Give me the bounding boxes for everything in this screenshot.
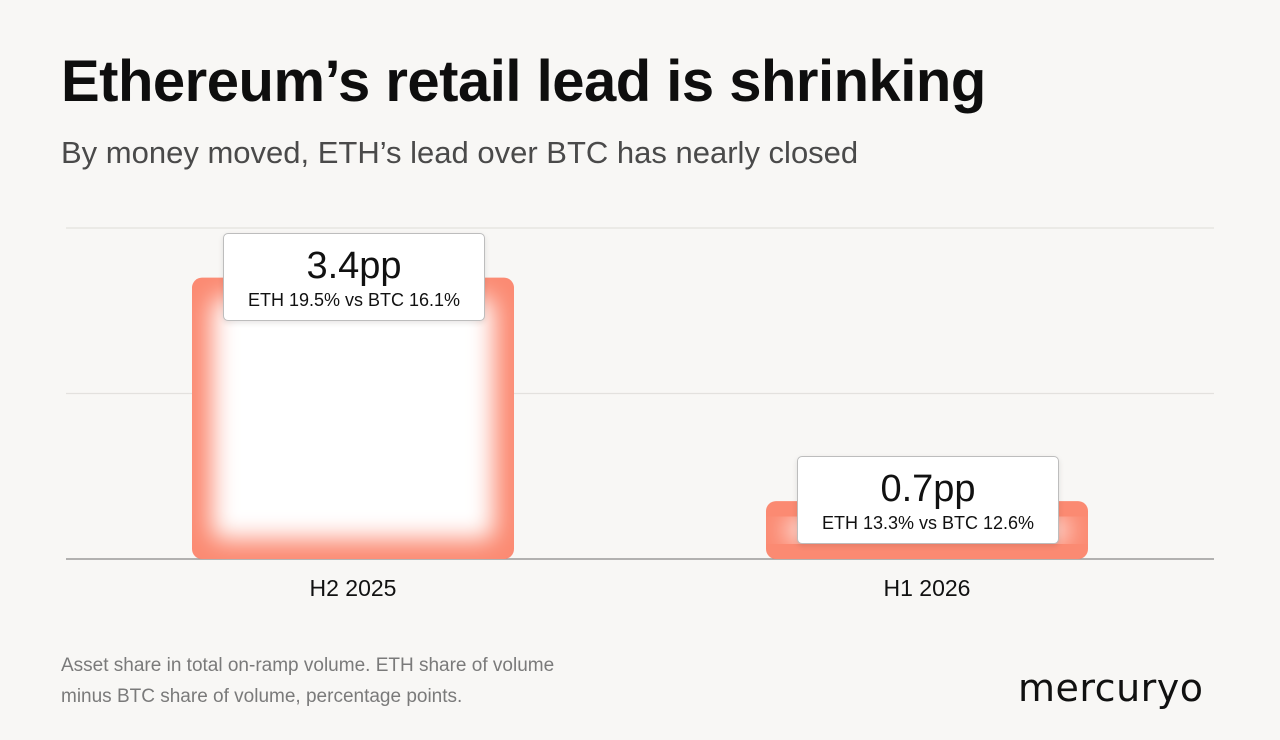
mercuryo-logo: mercuryo [1018, 666, 1204, 710]
data-label-value: 3.4pp [306, 244, 402, 287]
x-tick-label: H1 2026 [883, 575, 971, 601]
footnote: Asset share in total on-ramp volume. ETH… [61, 650, 554, 712]
x-tick-label: H2 2025 [309, 575, 397, 601]
bar-h2-2025 [192, 277, 514, 559]
data-label-detail: ETH 19.5% vs BTC 16.1% [247, 289, 461, 310]
chart-title: Ethereum’s retail lead is shrinking [61, 49, 986, 114]
data-label-1: 3.4pp ETH 19.5% vs BTC 16.1% [223, 232, 485, 321]
footnote-line-1: Asset share in total on-ramp volume. ETH… [61, 655, 555, 676]
data-label-detail: ETH 13.3% vs BTC 12.6% [821, 513, 1035, 534]
footnote-line-2: minus BTC share of volume, percentage po… [61, 686, 463, 707]
chart-subtitle: By money moved, ETH’s lead over BTC has … [61, 135, 859, 170]
data-label-2: 0.7pp ETH 13.3% vs BTC 12.6% [797, 456, 1059, 545]
data-label-value: 0.7pp [880, 468, 976, 511]
